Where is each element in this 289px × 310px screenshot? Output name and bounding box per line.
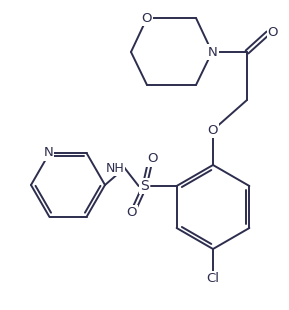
Text: O: O	[126, 206, 137, 219]
Text: S: S	[140, 179, 149, 193]
Text: O: O	[208, 123, 218, 136]
Text: N: N	[44, 146, 53, 159]
Text: O: O	[268, 25, 278, 38]
Text: Cl: Cl	[207, 272, 220, 286]
Text: O: O	[147, 153, 158, 166]
Text: NH: NH	[105, 162, 124, 175]
Text: N: N	[208, 46, 218, 59]
Text: O: O	[142, 11, 152, 24]
